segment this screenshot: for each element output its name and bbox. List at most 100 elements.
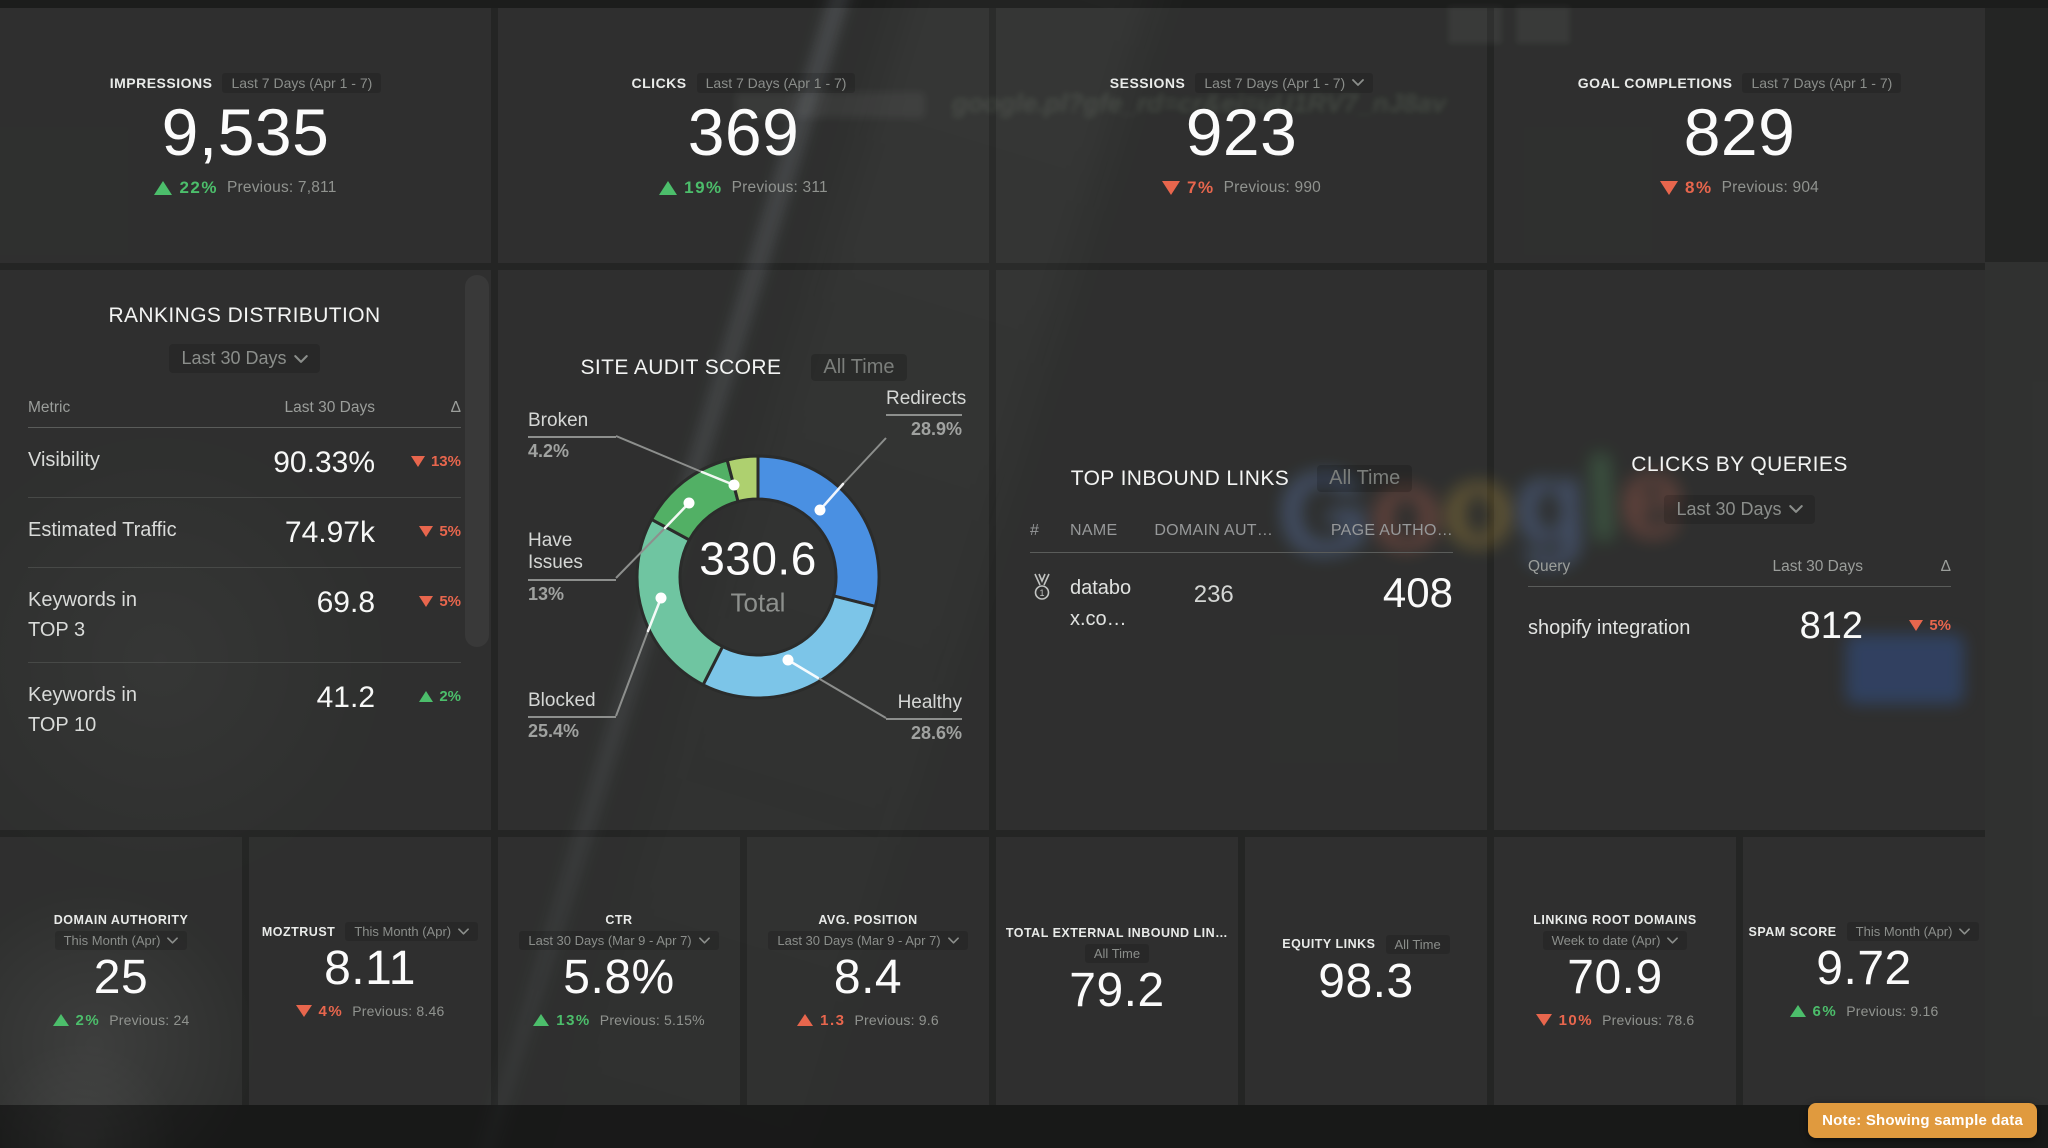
- widget-title: GOAL COMPLETIONS: [1577, 74, 1733, 91]
- metric-value: 79.2: [1069, 963, 1165, 1017]
- arrow-up-icon: [419, 691, 434, 702]
- metric-value: 25: [93, 951, 149, 1005]
- chevron-down-icon: [458, 928, 470, 935]
- donut-segment-broken[interactable]: [725, 454, 760, 504]
- previous-value: Previous: 990: [1223, 179, 1321, 197]
- previous-value: Previous: 311: [731, 179, 828, 197]
- site-audit-donut-chart: [615, 435, 887, 719]
- metric-value: 369: [687, 94, 800, 169]
- kpi-card-spam-score: SPAM SCORE This Month (Apr) 9.72 6% Prev…: [1743, 837, 1985, 1105]
- period-dropdown[interactable]: This Month (Apr): [345, 922, 479, 942]
- widget-title: CLICKS: [631, 74, 687, 91]
- delta-badge: 10%: [1535, 1012, 1594, 1029]
- widget-title: MOZTRUST: [261, 924, 336, 939]
- site-audit-score-card: SITE AUDIT SCORE All Time: [498, 270, 989, 830]
- arrow-down-icon: [419, 596, 434, 607]
- widget-title: AVG. POSITION: [818, 913, 918, 928]
- kpi-card-sessions: SESSIONS Last 7 Days (Apr 1 - 7) 923 7% …: [996, 8, 1487, 263]
- arrow-up-icon: [797, 1014, 814, 1027]
- kpi-card-equity-links: EQUITY LINKS All Time 98.3: [1245, 837, 1487, 1105]
- arrow-down-icon: [1535, 1014, 1552, 1027]
- rankings-distribution-card: RANKINGS DISTRIBUTION Last 30 Days Metri…: [0, 270, 491, 830]
- donut-label-healthy: Healthy 28.6%: [886, 692, 962, 744]
- period-label: All Time: [1317, 465, 1413, 492]
- table-header: Query Last 30 Days Δ: [1528, 558, 1951, 587]
- period-label: Last 7 Days (Apr 1 - 7): [696, 72, 856, 93]
- metric-value: 829: [1683, 94, 1796, 169]
- delta-badge: 13%: [533, 1012, 591, 1029]
- column-header: Query: [1528, 557, 1571, 575]
- period-dropdown[interactable]: Last 7 Days (Apr 1 - 7): [1195, 72, 1374, 93]
- dashboard-grid: IMPRESSIONS Last 7 Days (Apr 1 - 7) 9,53…: [0, 8, 1985, 1105]
- background-top-strip: [0, 0, 2048, 8]
- period-label: Last 7 Days (Apr 1 - 7): [1742, 72, 1902, 93]
- arrow-up-icon: [533, 1014, 550, 1027]
- inbound-link-name[interactable]: databox.co…: [1070, 577, 1132, 630]
- column-header: Last 30 Days: [284, 399, 375, 416]
- donut-segment-blocked[interactable]: [635, 517, 725, 687]
- kpi-card-avg-position: AVG. POSITION Last 30 Days (Mar 9 - Apr …: [747, 837, 989, 1105]
- previous-value: Previous: 24: [109, 1012, 190, 1029]
- arrow-down-icon: [410, 456, 425, 467]
- rankings-table: Metric Last 30 Days Δ Visibility 90.33% …: [28, 399, 461, 757]
- period-dropdown[interactable]: Last 30 Days: [1664, 494, 1815, 524]
- widget-title: EQUITY LINKS: [1282, 937, 1376, 952]
- previous-value: Previous: 5.15%: [599, 1012, 705, 1029]
- widget-title: TOP INBOUND LINKS: [1070, 466, 1290, 490]
- table-row: Keywords in TOP 10 41.2 2%: [28, 681, 461, 736]
- donut-label-redirects: Redirects 28.9%: [886, 388, 967, 440]
- arrow-up-icon: [52, 1014, 69, 1027]
- chevron-down-icon: [1352, 79, 1365, 87]
- delta-badge: 8%: [1660, 178, 1713, 198]
- period-dropdown[interactable]: Last 30 Days (Mar 9 - Apr 7): [519, 931, 719, 951]
- period-dropdown[interactable]: Last 30 Days (Mar 9 - Apr 7): [768, 931, 968, 951]
- period-label: All Time: [1084, 943, 1150, 963]
- chevron-down-icon: [698, 937, 710, 944]
- period-label: Last 7 Days (Apr 1 - 7): [222, 72, 382, 93]
- table-row: Visibility 90.33% 13%: [28, 428, 461, 498]
- chevron-down-icon: [293, 354, 308, 363]
- delta-badge: 4%: [295, 1003, 344, 1020]
- widget-title: DOMAIN AUTHORITY: [53, 913, 189, 928]
- inbound-links-table: # NAME DOMAIN AUT… PAGE AUTHO… 1 databox…: [1030, 522, 1453, 635]
- period-dropdown[interactable]: This Month (Apr): [1846, 922, 1980, 942]
- scrollbar-thumb[interactable]: [465, 275, 489, 647]
- page-authority-value: 408: [1382, 569, 1453, 616]
- medal-rank-icon: 1: [1034, 573, 1050, 600]
- query-text: shopify integration: [1528, 616, 1691, 639]
- period-dropdown[interactable]: Week to date (Apr): [1542, 931, 1688, 951]
- domain-authority-value: 236: [1193, 581, 1234, 608]
- background-bottom-strip: [0, 1105, 2048, 1148]
- widget-title: RANKINGS DISTRIBUTION: [108, 304, 381, 327]
- period-dropdown[interactable]: This Month (Apr): [54, 931, 188, 951]
- delta-badge: 19%: [659, 178, 723, 198]
- metric-value: 923: [1185, 94, 1298, 169]
- kpi-card-linking-root-domains: LINKING ROOT DOMAINS Week to date (Apr) …: [1494, 837, 1736, 1105]
- column-header: PAGE AUTHO…: [1330, 522, 1453, 539]
- donut-center-total: 330.6 Total: [699, 532, 817, 619]
- kpi-card-impressions: IMPRESSIONS Last 7 Days (Apr 1 - 7) 9,53…: [0, 8, 491, 263]
- widget-title: CTR: [605, 913, 633, 928]
- query-clicks-value: 812: [1799, 604, 1863, 647]
- widget-title: IMPRESSIONS: [109, 74, 213, 91]
- metric-value: 70.9: [1567, 951, 1663, 1005]
- widget-title: CLICKS BY QUERIES: [1631, 452, 1848, 476]
- kpi-card-domain-authority: DOMAIN AUTHORITY This Month (Apr) 25 2% …: [0, 837, 242, 1105]
- chevron-down-icon: [947, 937, 959, 944]
- clicks-by-queries-card: CLICKS BY QUERIES Last 30 Days Query Las…: [1494, 270, 1985, 830]
- period-dropdown[interactable]: Last 30 Days: [169, 344, 320, 373]
- widget-title: SITE AUDIT SCORE: [580, 355, 782, 379]
- delta-badge: 1.3: [797, 1012, 845, 1029]
- chevron-down-icon: [1788, 505, 1803, 513]
- table-row: Estimated Traffic 74.97k 5%: [28, 498, 461, 568]
- kpi-card-goal-completions: GOAL COMPLETIONS Last 7 Days (Apr 1 - 7)…: [1494, 8, 1985, 263]
- column-header: #: [1030, 522, 1040, 539]
- arrow-down-icon: [1909, 619, 1924, 631]
- arrow-down-icon: [1162, 181, 1181, 196]
- chevron-down-icon: [1959, 928, 1971, 935]
- sample-data-note-badge: Note: Showing sample data: [1808, 1103, 2037, 1138]
- period-label: All Time: [811, 354, 907, 381]
- metric-value: 98.3: [1318, 954, 1414, 1008]
- table-header: # NAME DOMAIN AUT… PAGE AUTHO…: [1030, 522, 1453, 553]
